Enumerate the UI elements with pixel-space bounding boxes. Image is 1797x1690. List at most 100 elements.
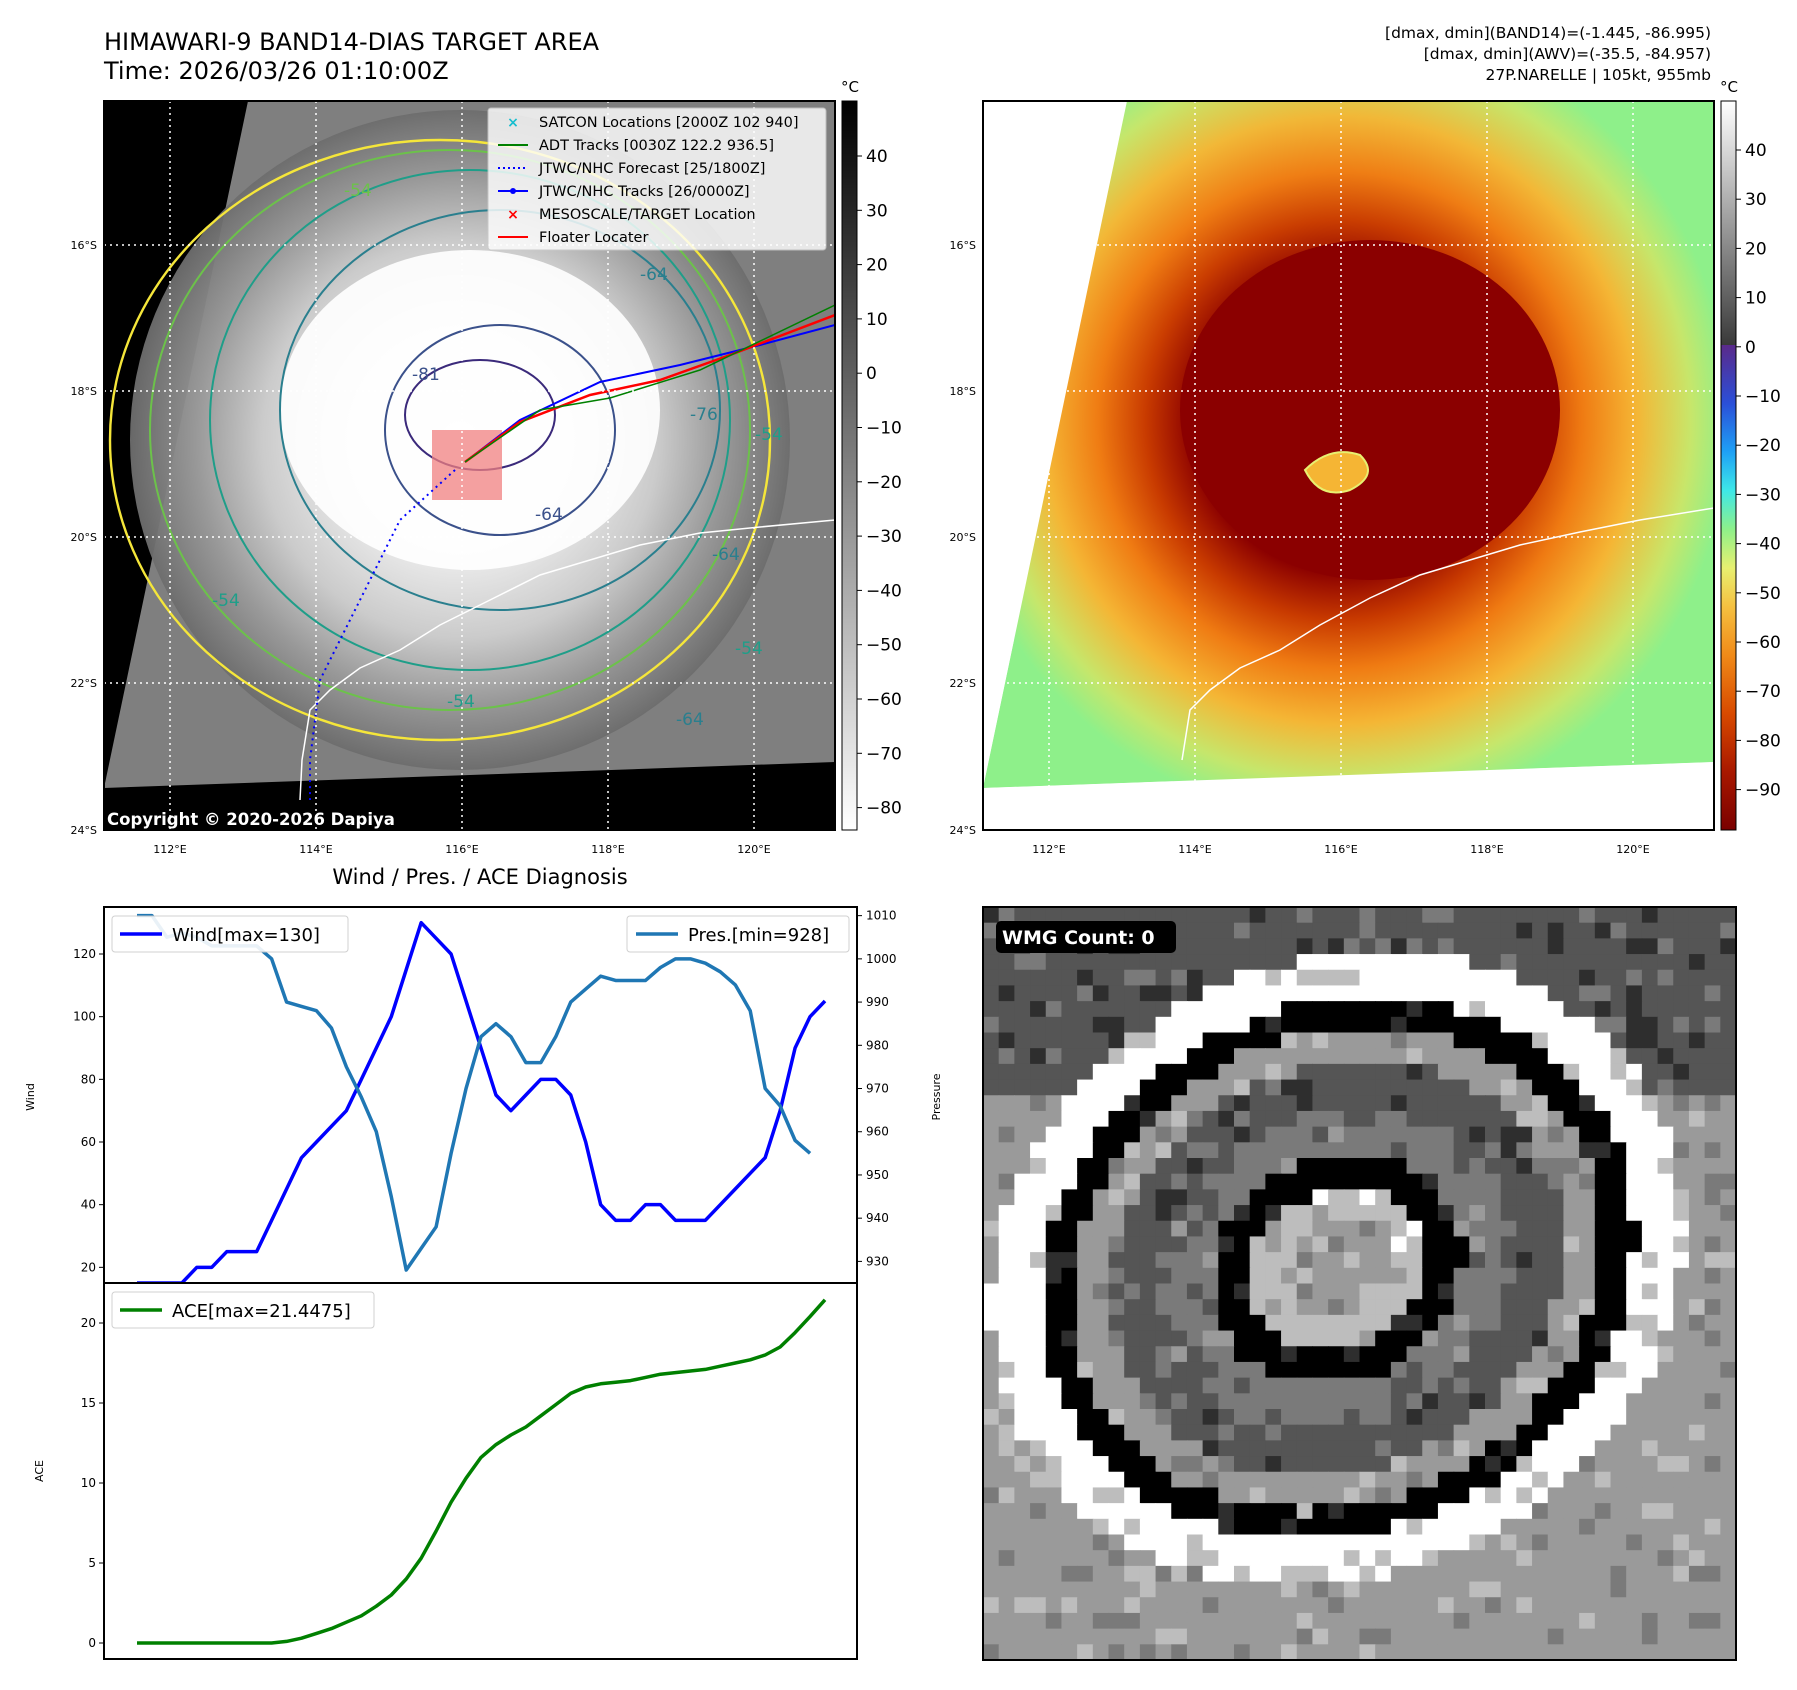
left-colorbar-tick: 20	[866, 256, 888, 276]
left-colorbar-tick: 0	[866, 364, 877, 384]
legend-label: Floater Locater	[539, 230, 648, 246]
ace-tick-label: 0	[88, 1636, 96, 1650]
stats-line2: [dmax, dmin](AWV)=(-35.5, -84.957)	[1423, 45, 1711, 63]
contour-label: -76	[690, 405, 718, 425]
right-colorbar-tick: −70	[1745, 682, 1781, 702]
lat-tick-label-left: 18°S	[71, 385, 97, 398]
lat-tick-label-left: 24°S	[71, 824, 97, 837]
ace-tick-label: 10	[81, 1476, 96, 1490]
wind-axis-label: Wind	[24, 1083, 37, 1111]
pres-legend-label: Pres.[min=928]	[688, 925, 829, 946]
right-colorbar-tick: −60	[1745, 633, 1781, 653]
wmg-panel: WMG Count: 0	[982, 906, 1737, 1661]
lon-tick-label-right: 116°E	[1324, 843, 1357, 856]
lon-tick-label-right: 118°E	[1470, 843, 1503, 856]
right-colorbar-unit: °C	[1720, 78, 1738, 96]
right-colorbar-tick: 30	[1745, 190, 1767, 210]
left-colorbar-tick: −10	[866, 419, 902, 439]
right-colorbar-tick: 0	[1745, 338, 1756, 358]
right-colorbar-tick: −50	[1745, 584, 1781, 604]
pressure-tick-label: 1000	[866, 952, 897, 966]
lat-tick-label-left: 20°S	[71, 531, 97, 544]
right-colorbar-tick: −10	[1745, 387, 1781, 407]
left-colorbar-tick: −60	[866, 690, 902, 710]
contour-labels: -54 -64 -81 -76 -64 -64 -54 -54 -64 -54 -54	[212, 181, 783, 730]
target-box	[432, 430, 502, 500]
pressure-tick-label: 930	[866, 1254, 889, 1268]
wind-legend-label: Wind[max=130]	[172, 925, 320, 946]
pressure-tick-label: 940	[866, 1211, 889, 1225]
lon-tick-label-right: 114°E	[1178, 843, 1211, 856]
left-colorbar-tick: −50	[866, 636, 902, 656]
wind-tick-label: 120	[73, 947, 96, 961]
right-colorbar-tick: −40	[1745, 535, 1781, 555]
lon-tick-label-left: 118°E	[591, 843, 624, 856]
contour-label: -64	[676, 710, 704, 730]
main-title-line2: Time: 2026/03/26 01:10:00Z	[104, 57, 449, 85]
contour-label: -54	[344, 181, 372, 201]
wind-pres-panel: Wind / Pres. / ACE Diagnosis 20 40 60 80 100…	[24, 865, 943, 1285]
chart-title: Wind / Pres. / ACE Diagnosis	[332, 865, 627, 889]
copyright-text: Copyright © 2020-2026 Dapiya	[107, 810, 395, 829]
pres-legend	[626, 915, 850, 953]
contour-label: -54	[447, 692, 475, 712]
left-colorbar-tick: −80	[866, 799, 902, 819]
contour-label: -54	[735, 639, 763, 659]
wind-series-line	[137, 920, 827, 1285]
pressure-tick-label: 950	[866, 1168, 889, 1182]
left-map-legend	[487, 107, 827, 251]
pressure-tick-label: 970	[866, 1082, 889, 1096]
right-colorbar-tick: 40	[1745, 141, 1767, 161]
left-map: -54 -64 -81 -76 -64 -64 -54 -54 -64 -54 -54 × SATCO…	[103, 100, 836, 831]
coastline	[299, 519, 835, 801]
right-colorbar-tick: −80	[1745, 731, 1781, 751]
contour-label: -64	[640, 265, 668, 285]
svg-text:×: ×	[507, 115, 519, 131]
wind-tick-label: 40	[81, 1198, 96, 1212]
lat-tick-label-right: 24°S	[950, 824, 976, 837]
wind-tick-label: 80	[81, 1072, 96, 1086]
right-colorbar: °C 40 30 20 10 0 −10 −20 −30 −40 −50 −60 −70 −80 −90	[1720, 78, 1781, 831]
legend-label: MESOSCALE/TARGET Location	[539, 207, 756, 223]
pressure-tick-label: 990	[866, 995, 889, 1009]
legend-label: JTWC/NHC Forecast [25/1800Z]	[538, 161, 765, 177]
left-colorbar-tick: 30	[866, 201, 888, 221]
pressure-tick-label: 1010	[866, 909, 897, 923]
right-colorbar-tick: −90	[1745, 781, 1781, 801]
left-colorbar-tick: −70	[866, 744, 902, 764]
left-colorbar-tick: −40	[866, 581, 902, 601]
contour-label: -54	[755, 425, 783, 445]
legend-label: JTWC/NHC Tracks [26/0000Z]	[538, 184, 750, 200]
wind-legend	[111, 915, 349, 953]
lon-tick-label-right: 112°E	[1032, 843, 1065, 856]
right-colorbar-tick: −30	[1745, 485, 1781, 505]
legend-label: SATCON Locations [2000Z 102 940]	[539, 115, 798, 131]
right-colorbar-tick: −20	[1745, 436, 1781, 456]
wmg-count-label: WMG Count: 0	[1002, 927, 1155, 949]
ace-tick-label: 5	[88, 1556, 96, 1570]
right-map-grid	[983, 101, 1714, 830]
wind-tick-label: 60	[81, 1135, 96, 1149]
ace-tick-label: 20	[81, 1316, 96, 1330]
pressure-axis-label: Pressure	[930, 1073, 943, 1120]
ace-series-line	[137, 1298, 827, 1645]
ace-legend	[111, 1291, 375, 1329]
ace-legend-label: ACE[max=21.4475]	[172, 1301, 351, 1322]
legend-items: × SATCON Locations [2000Z 102 940] ADT Tra…	[498, 115, 798, 246]
ace-axis-label: ACE	[33, 1460, 46, 1482]
ace-tick-label: 15	[81, 1396, 96, 1410]
right-colorbar-tick: 10	[1745, 289, 1767, 309]
left-colorbar: °C 40 30 20 10 0 −10 −20 −30 −40 −50 −60 −70 −80	[841, 78, 902, 831]
wmg-label-box	[996, 921, 1176, 953]
lat-tick-label-right: 22°S	[950, 677, 976, 690]
lat-tick-label-right: 20°S	[950, 531, 976, 544]
lon-tick-label-left: 112°E	[153, 843, 186, 856]
right-colorbar-tick: 20	[1745, 239, 1767, 259]
lat-tick-label-right: 18°S	[950, 385, 976, 398]
left-colorbar-tick: −30	[866, 527, 902, 547]
wind-tick-label: 20	[81, 1260, 96, 1274]
contour-label: -54	[212, 591, 240, 611]
lat-tick-label-left: 22°S	[71, 677, 97, 690]
svg-text:×: ×	[507, 207, 519, 223]
